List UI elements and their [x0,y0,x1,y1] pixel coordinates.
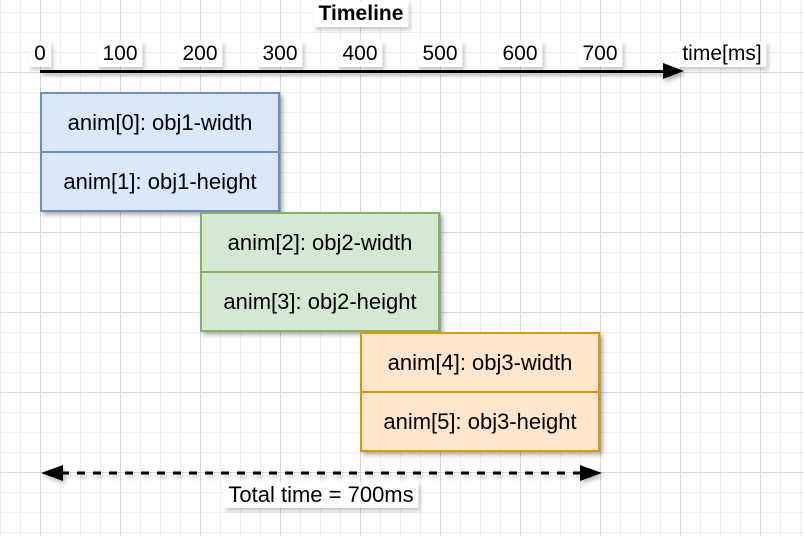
axis-tick-600: 600 [497,41,543,67]
total-time-label: Total time = 700ms [223,482,419,508]
anim-group-obj1: anim[0]: obj1-width anim[1]: obj1-height [40,92,280,212]
anim-group-obj3: anim[4]: obj3-width anim[5]: obj3-height [360,332,600,452]
total-time-arrow [41,465,602,481]
time-axis-line [40,70,666,73]
arrowhead-left-icon [41,465,63,481]
axis-tick-700: 700 [577,41,623,67]
axis-tick-300: 300 [257,41,303,67]
anim-bar-5: anim[5]: obj3-height [362,393,598,450]
anim-bar-label: anim[3]: obj2-height [223,288,417,314]
anim-bar-label: anim[2]: obj2-width [227,229,413,255]
diagram-title: Timeline [313,1,409,27]
arrowhead-right-icon [580,465,602,481]
anim-bar-4: anim[4]: obj3-width [362,334,598,393]
axis-tick-500: 500 [417,41,463,67]
anim-bar-label: anim[1]: obj1-height [63,168,257,194]
axis-unit-label: time[ms] [677,41,767,67]
anim-bar-2: anim[2]: obj2-width [202,214,438,273]
axis-tick-100: 100 [97,41,143,67]
anim-bar-label: anim[0]: obj1-width [67,109,253,135]
anim-group-obj2: anim[2]: obj2-width anim[3]: obj2-height [200,212,440,332]
axis-tick-0: 0 [29,41,51,67]
axis-arrowhead-icon [663,63,684,79]
anim-bar-0: anim[0]: obj1-width [42,94,278,153]
anim-bar-1: anim[1]: obj1-height [42,153,278,210]
axis-tick-400: 400 [337,41,383,67]
anim-bar-label: anim[5]: obj3-height [383,408,577,434]
axis-tick-200: 200 [177,41,223,67]
anim-bar-label: anim[4]: obj3-width [387,349,573,375]
anim-bar-3: anim[3]: obj2-height [202,273,438,330]
